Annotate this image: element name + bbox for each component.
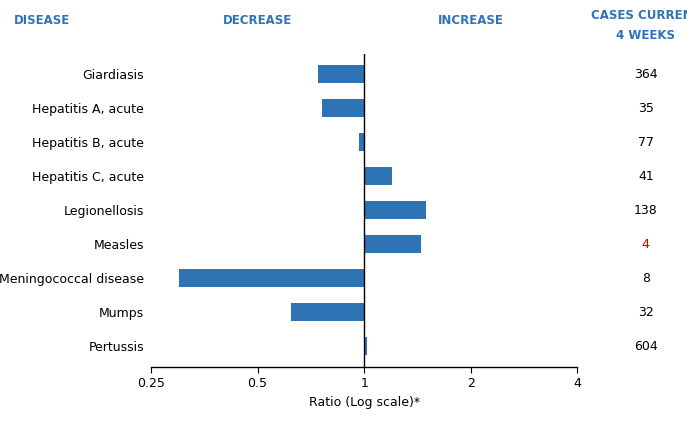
Text: 4: 4 [642,238,650,251]
Text: 604: 604 [634,340,657,353]
Bar [318,65,364,84]
Text: INCREASE: INCREASE [438,14,504,27]
Bar [364,337,367,355]
Text: 364: 364 [634,67,657,80]
Bar [359,133,364,152]
Text: DISEASE: DISEASE [14,14,70,27]
Bar [291,303,364,321]
Text: 4 WEEKS: 4 WEEKS [616,30,675,42]
Text: 41: 41 [638,169,653,182]
Text: 32: 32 [638,306,653,319]
Text: 35: 35 [638,101,654,114]
Text: DECREASE: DECREASE [223,14,292,27]
Bar [364,167,392,186]
X-axis label: Ratio (Log scale)*: Ratio (Log scale)* [308,396,420,409]
Text: CASES CURRENT: CASES CURRENT [591,9,687,22]
Bar [179,269,364,287]
Bar [322,99,364,118]
Text: 138: 138 [634,203,657,217]
Text: 77: 77 [638,135,654,148]
Bar [364,201,427,219]
Bar [364,235,421,253]
Text: 8: 8 [642,272,650,285]
